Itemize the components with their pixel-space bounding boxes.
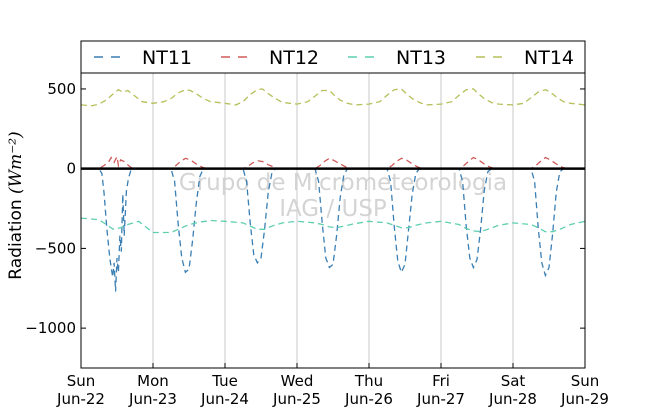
x-tick-label-date: Jun-22 xyxy=(56,390,105,408)
watermark-text: Grupo de Micrometeorologia xyxy=(179,170,507,196)
x-tick-label-day: Thu xyxy=(354,372,383,390)
x-tick-label-date: Jun-28 xyxy=(488,390,537,408)
y-axis-title-text: Radiation xyxy=(6,194,26,280)
x-tick-label-date: Jun-26 xyxy=(344,390,393,408)
legend-label: NT13 xyxy=(396,47,446,69)
legend-label: NT11 xyxy=(142,47,192,69)
x-tick-label-date: Jun-23 xyxy=(128,390,177,408)
series-lines xyxy=(81,88,585,292)
y-tick-label: 500 xyxy=(47,80,76,98)
x-tick-label-date: Jun-29 xyxy=(560,390,609,408)
legend-label: NT14 xyxy=(524,47,574,69)
y-axis-title: Radiation (Wm⁻²) xyxy=(6,131,26,279)
x-tick-label-day: Sun xyxy=(67,372,96,390)
y-tick-label: −500 xyxy=(35,239,76,257)
x-tick-label-day: Sun xyxy=(571,372,600,390)
y-axis-label: Radiation (Wm⁻²) xyxy=(6,131,26,279)
x-tick-label-date: Jun-27 xyxy=(416,390,465,408)
x-tick-label-day: Mon xyxy=(137,372,169,390)
series-line-nt11 xyxy=(81,168,585,292)
x-tick-label-date: Jun-24 xyxy=(200,390,249,408)
y-axis-title-unit: (Wm⁻²) xyxy=(6,131,26,194)
y-tick-label: 0 xyxy=(66,160,76,178)
series-line-nt13 xyxy=(81,217,585,234)
watermark-text: IAG / USP xyxy=(279,196,387,222)
x-tick-label-date: Jun-25 xyxy=(272,390,321,408)
legend-label: NT12 xyxy=(269,47,319,69)
y-axis: 500 0 −500 −1000 xyxy=(25,80,585,337)
series-line-nt12 xyxy=(81,154,585,170)
x-tick-label-day: Fri xyxy=(432,372,450,390)
x-tick-label-day: Sat xyxy=(501,372,526,390)
x-tick-label-day: Wed xyxy=(281,372,314,390)
x-axis: SunJun-22MonJun-23TueJun-24WedJun-25ThuJ… xyxy=(56,363,609,408)
x-tick-label-day: Tue xyxy=(211,372,238,390)
grid-lines xyxy=(152,73,514,368)
y-tick-label: −1000 xyxy=(25,319,76,337)
series-line-nt14 xyxy=(81,88,585,107)
legend: NT11 NT12 NT13 NT14 xyxy=(80,40,586,74)
